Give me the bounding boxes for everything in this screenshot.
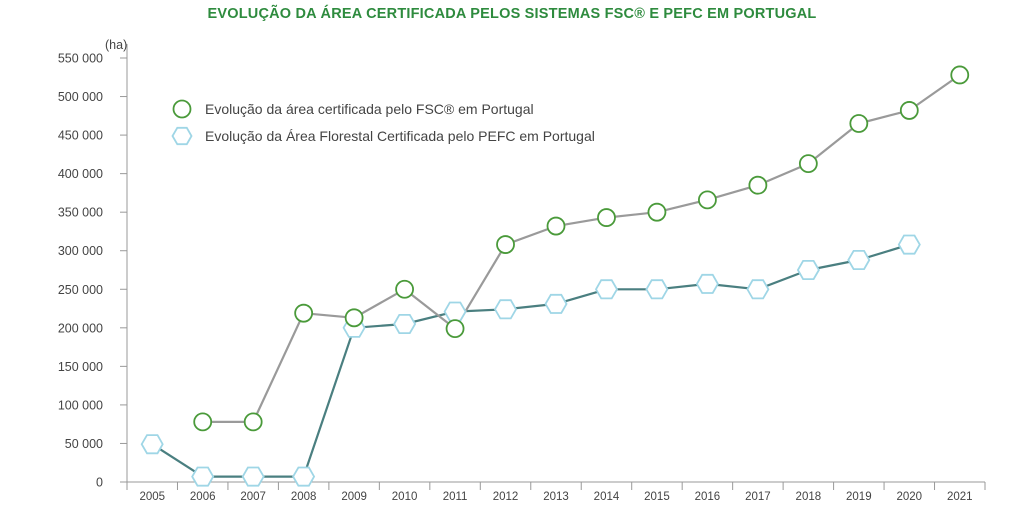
x-tick-label: 2010 bbox=[392, 491, 418, 503]
pefc-point bbox=[292, 466, 316, 487]
x-tick-label: 2021 bbox=[947, 491, 973, 503]
y-tick-label: 50 000 bbox=[65, 437, 103, 451]
pefc-point bbox=[695, 273, 719, 294]
x-tick-label: 2014 bbox=[594, 491, 620, 503]
pefc-point bbox=[544, 293, 568, 314]
fsc-point bbox=[294, 303, 314, 323]
y-tick-label: 200 000 bbox=[58, 321, 103, 335]
x-tick-label: 2012 bbox=[493, 491, 519, 503]
x-tick-label: 2011 bbox=[443, 491, 468, 503]
pefc-point bbox=[897, 234, 921, 255]
x-tick-label: 2006 bbox=[190, 491, 216, 503]
series-lines bbox=[151, 74, 961, 478]
fsc-point bbox=[193, 412, 213, 432]
fsc-point bbox=[798, 154, 818, 174]
series-line-pefc bbox=[151, 243, 910, 478]
x-tick-label: 2020 bbox=[896, 491, 922, 503]
legend-fsc-label: Evolução da área certificada pelo FSC® e… bbox=[205, 101, 534, 117]
pefc-point bbox=[796, 259, 820, 281]
chart-title: EVOLUÇÃO DA ÁREA CERTIFICADA PELOS SISTE… bbox=[207, 6, 817, 22]
fsc-point bbox=[748, 175, 768, 195]
y-tick-label: 450 000 bbox=[58, 129, 103, 143]
pefc-point bbox=[140, 434, 164, 455]
x-tick-label: 2013 bbox=[543, 491, 569, 503]
x-tick-label: 2008 bbox=[291, 491, 317, 503]
y-axis-label: (ha) bbox=[105, 38, 127, 52]
fsc-point bbox=[899, 101, 919, 120]
pefc-point bbox=[645, 279, 669, 300]
y-tick-label: 0 bbox=[96, 476, 103, 490]
fsc-point bbox=[496, 235, 515, 254]
y-tick-label: 350 000 bbox=[58, 206, 103, 220]
pefc-point bbox=[241, 466, 265, 487]
series-line-fsc bbox=[202, 74, 961, 423]
y-tick-label: 500 000 bbox=[58, 90, 103, 104]
x-tick-label: 2018 bbox=[796, 491, 822, 503]
axes: (ha) 0 50 000 100 000 150 000 200 000 250 000 3… bbox=[58, 38, 986, 503]
y-tick-label: 150 000 bbox=[58, 360, 103, 374]
y-tick-label: 300 000 bbox=[58, 244, 103, 258]
pefc-point bbox=[191, 466, 215, 487]
y-tick-label: 250 000 bbox=[58, 283, 103, 297]
pefc-point bbox=[493, 299, 518, 320]
pefc-point bbox=[393, 313, 417, 335]
fsc-point bbox=[849, 114, 869, 133]
fsc-point bbox=[445, 319, 465, 338]
x-tick-label: 2019 bbox=[846, 491, 872, 503]
fsc-point bbox=[546, 216, 566, 236]
legend-fsc-marker bbox=[172, 99, 192, 119]
fsc-point bbox=[243, 412, 263, 432]
fsc-point bbox=[597, 208, 616, 227]
pefc-point bbox=[746, 279, 770, 300]
x-tick-label: 2007 bbox=[240, 491, 266, 503]
pefc-point bbox=[847, 249, 871, 271]
x-tick-label: 2016 bbox=[695, 491, 721, 503]
legend-pefc-label: Evolução da Área Florestal Certificada p… bbox=[205, 128, 595, 144]
y-tick-label: 400 000 bbox=[58, 167, 103, 181]
x-tick-label: 2017 bbox=[745, 491, 771, 503]
x-tick-label: 2009 bbox=[341, 491, 367, 503]
series-markers bbox=[140, 65, 970, 487]
fsc-point bbox=[344, 308, 364, 328]
y-tick-label: 550 000 bbox=[58, 52, 103, 66]
x-tick-label: 2015 bbox=[644, 491, 670, 503]
legend-pefc-marker bbox=[171, 126, 193, 146]
legend: Evolução da área certificada pelo FSC® e… bbox=[171, 99, 595, 146]
fsc-point bbox=[395, 279, 414, 299]
fsc-point bbox=[950, 65, 970, 85]
pefc-point bbox=[594, 279, 619, 300]
fsc-point bbox=[647, 202, 667, 222]
x-tick-label: 2005 bbox=[139, 491, 165, 503]
pefc-point bbox=[443, 301, 467, 322]
fsc-point bbox=[698, 190, 717, 210]
y-tick-label: 100 000 bbox=[58, 398, 103, 412]
